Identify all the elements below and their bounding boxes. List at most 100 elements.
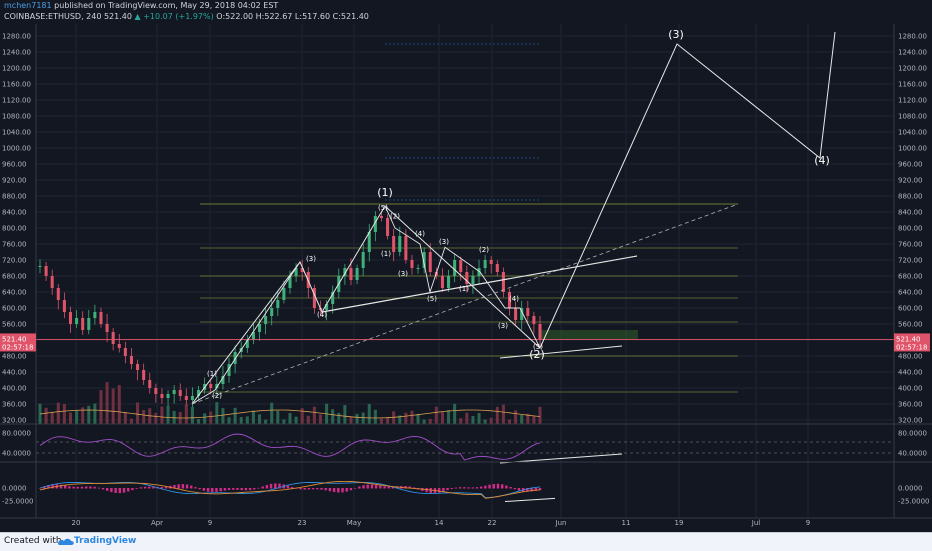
- y-tick-left: 1120.00: [2, 97, 31, 105]
- y-tick-right: 720.00: [898, 257, 923, 265]
- macd-histogram-bar: [257, 487, 260, 489]
- macd-histogram-bar: [332, 488, 336, 493]
- y-tick-left: 680.00: [2, 273, 27, 281]
- up-arrow-icon: ▲: [134, 12, 141, 21]
- author-link[interactable]: mchen7181: [4, 1, 52, 10]
- y-tick-left: 640.00: [2, 289, 27, 297]
- macd-histogram-bar: [148, 486, 151, 489]
- volume-bar: [465, 412, 469, 424]
- y-tick-right: 1160.00: [898, 81, 927, 89]
- macd-histogram-bar: [324, 488, 327, 491]
- macd-histogram-bar: [227, 488, 231, 491]
- macd-histogram-bar: [185, 484, 189, 489]
- candle-body: [233, 352, 237, 364]
- y-tick-right: 960.00: [898, 161, 923, 169]
- macd-histogram-bar: [139, 487, 143, 489]
- volume-bar: [99, 390, 103, 424]
- volume-bar: [276, 410, 280, 424]
- macd-histogram-bar: [320, 488, 323, 490]
- volume-bar: [538, 406, 542, 424]
- tradingview-logo-icon: [58, 538, 74, 545]
- candle-body: [197, 390, 201, 396]
- volume-bar: [526, 413, 530, 424]
- volume-bar: [318, 414, 323, 424]
- volume-bar: [440, 411, 444, 424]
- y-tick-left: 880.00: [2, 193, 27, 201]
- macd-histogram-bar: [311, 488, 315, 490]
- candle-body: [477, 268, 481, 276]
- y-tick-left: 560.00: [2, 321, 27, 329]
- candle-body: [215, 384, 219, 388]
- volume-bar: [483, 419, 487, 424]
- volume-bar: [105, 382, 109, 424]
- y-tick-right: 760.00: [898, 241, 923, 249]
- volume-bar: [270, 402, 274, 424]
- macd-histogram-bar: [303, 488, 306, 490]
- axes: 1280.00 1280.00 1240.00 1240.00 1200.00 1200.…: [0, 24, 932, 527]
- y-tick-right: 1000.00: [898, 145, 927, 153]
- wave-label: (1): [381, 250, 391, 258]
- tradingview-brand-link[interactable]: TradingView: [74, 536, 137, 546]
- macd-histogram-bar: [391, 486, 395, 489]
- osc-tick-left: 40.0000: [2, 450, 31, 458]
- target-zone-box: [540, 330, 638, 340]
- candle-body: [117, 344, 121, 348]
- y-tick-left: 600.00: [2, 305, 27, 313]
- volume-bar: [507, 419, 512, 424]
- volume-bar: [337, 412, 341, 424]
- y-tick-right: 1200.00: [898, 65, 927, 73]
- volume-bar: [227, 417, 231, 424]
- macd-histogram-bar: [458, 487, 462, 489]
- macd-histogram-bar: [341, 488, 344, 493]
- macd-histogram-bar: [118, 488, 122, 494]
- chart-header: mchen7181 published on TradingView.com, …: [0, 0, 932, 24]
- volume-bar: [123, 412, 127, 424]
- wave-label: (1): [459, 285, 469, 293]
- candle-body: [349, 268, 353, 280]
- y-tick-right: 920.00: [898, 177, 923, 185]
- candle-body: [404, 236, 408, 260]
- volume-bar: [251, 410, 255, 424]
- macd-histogram-bar: [484, 485, 487, 489]
- volume-bar: [233, 407, 237, 424]
- wave-label: (3): [306, 255, 316, 263]
- macd-line: [39, 481, 541, 499]
- macd-histogram-bar: [160, 486, 164, 489]
- macd-tick-left: 0.0000: [2, 485, 27, 493]
- macd-histogram-bar: [526, 488, 529, 492]
- macd-histogram-bar: [76, 486, 80, 489]
- volume-bar: [203, 413, 207, 424]
- macd-signal-line: [39, 480, 541, 499]
- y-tick-right: 1080.00: [898, 113, 927, 121]
- candle-body: [392, 236, 396, 252]
- candle-body: [75, 318, 79, 324]
- wave-label: (1): [207, 370, 217, 378]
- y-tick-right: 360.00: [898, 401, 923, 409]
- macd-histogram-bar: [425, 488, 428, 493]
- macd-histogram-bar: [496, 483, 500, 489]
- price-change: +10.07 (+1.97%): [143, 12, 214, 21]
- macd-histogram-bar: [72, 486, 75, 489]
- volume-bar: [404, 412, 408, 424]
- volume-bar: [62, 404, 66, 424]
- macd-histogram-bar: [244, 488, 248, 491]
- macd-histogram-bar: [236, 488, 239, 490]
- volume-bar: [209, 411, 213, 424]
- wave-label: (4): [415, 230, 425, 238]
- y-tick-left: 960.00: [2, 161, 27, 169]
- wave-label: (5): [533, 343, 543, 351]
- wave-label: (3): [668, 28, 684, 41]
- candle-body: [459, 260, 463, 272]
- oscillator-line: [39, 433, 541, 461]
- macd-histogram-bar: [110, 488, 113, 493]
- y-tick-right: 840.00: [898, 209, 923, 217]
- macd-histogram-bar: [530, 488, 533, 492]
- volume-bar: [520, 414, 524, 424]
- x-tick: 19: [675, 519, 684, 527]
- wave-drawings: (1) (2) (3) (4) (1) (2) (3) (4) (5) (1) (2) (3) (4) (…: [191, 28, 836, 405]
- volume-bar: [386, 417, 390, 424]
- volume-bar: [184, 404, 188, 424]
- macd-histogram-bar: [534, 488, 537, 491]
- candle-body: [331, 292, 335, 304]
